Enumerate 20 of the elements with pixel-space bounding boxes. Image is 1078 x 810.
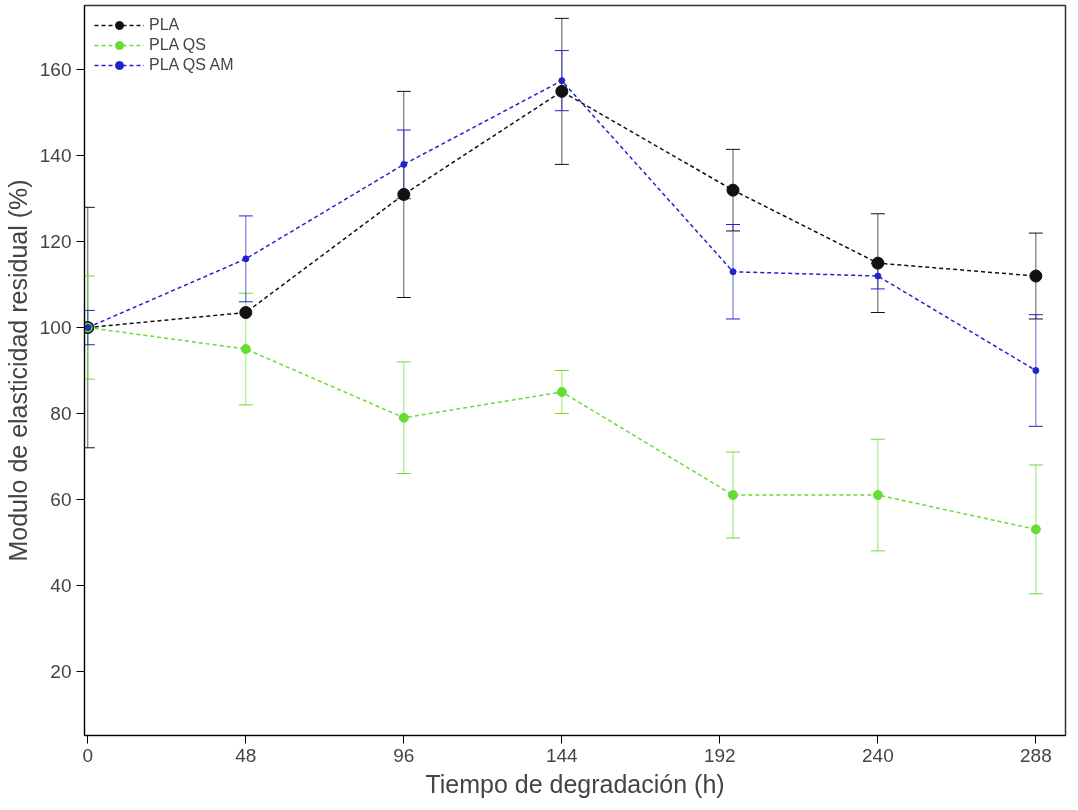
y-axis-title: Modulo de elasticidad residual (%) xyxy=(3,179,32,562)
x-tick-label: 144 xyxy=(545,744,579,766)
legend-label: PLA QS xyxy=(149,36,206,54)
y-tick-label: 60 xyxy=(50,488,72,510)
x-axis-title: Tiempo de degradación (h) xyxy=(425,769,725,798)
y-tick-label: 120 xyxy=(39,231,72,253)
y-tick-label: 80 xyxy=(50,402,72,424)
x-tick-label: 0 xyxy=(82,744,94,766)
y-tick-label: 20 xyxy=(50,660,72,682)
x-tick-label: 96 xyxy=(393,744,415,766)
y-tick-label: 100 xyxy=(39,317,72,339)
x-tick-label: 240 xyxy=(862,744,894,766)
y-tick-label: 140 xyxy=(39,145,72,167)
y-tick-label: 160 xyxy=(39,59,72,81)
legend-label: PLA xyxy=(149,16,180,34)
x-tick-label: 48 xyxy=(235,744,257,766)
legend-label: PLA QS AM xyxy=(149,56,234,74)
y-tick-label: 40 xyxy=(50,574,72,596)
x-tick-label: 288 xyxy=(1020,744,1052,766)
x-tick-label: 192 xyxy=(704,744,736,766)
